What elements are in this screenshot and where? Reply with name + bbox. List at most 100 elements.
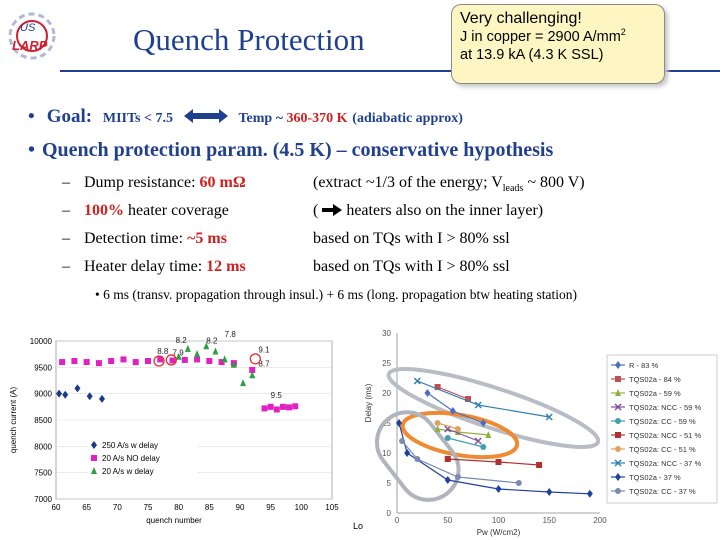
legend-label: 20 A/s w delay bbox=[102, 467, 154, 476]
data-point bbox=[218, 359, 225, 366]
legend-marker bbox=[614, 403, 622, 411]
quench-current-chart: 7000 7500 8000 8500 9000 9500 10000 60 65 70 75 80 8… bbox=[9, 330, 339, 525]
series-line bbox=[401, 440, 519, 484]
sub-item-detection: – Detection time: ~5 ms bbox=[62, 230, 227, 247]
data-point bbox=[449, 407, 456, 415]
sub-note-dump: (extract ~1/3 of the energy; Vleads ~ 80… bbox=[313, 174, 585, 195]
callout-line-3: at 13.9 kA (4.3 K SSL) bbox=[460, 47, 604, 63]
data-point bbox=[132, 359, 139, 366]
legend-label: TQS02a - 84 % bbox=[629, 375, 681, 384]
data-point bbox=[249, 366, 256, 373]
data-point bbox=[249, 371, 256, 379]
x-tick-label: 80 bbox=[174, 503, 183, 512]
y-tick-label: 10 bbox=[382, 449, 391, 458]
goal-bullet: • Goal: MIITs < 7.5 Temp ~ 360-370 K (ad… bbox=[28, 106, 463, 127]
series-line bbox=[437, 422, 459, 430]
legend-label: 250 A/s w delay bbox=[102, 441, 158, 450]
sub-item-dump: – Dump resistance: 60 mΩ bbox=[62, 174, 246, 191]
x-tick-label: 95 bbox=[266, 503, 275, 512]
legend-marker bbox=[615, 488, 621, 494]
data-point bbox=[212, 347, 219, 355]
x-tick-label: 50 bbox=[443, 516, 452, 525]
data-point bbox=[56, 389, 63, 398]
legend-label: TQS02a - 59 % bbox=[629, 389, 681, 398]
legend-label: TQS02a: CC - 59 % bbox=[629, 417, 696, 426]
goal-temp-prefix: Temp ~ bbox=[238, 111, 287, 126]
data-point bbox=[396, 419, 403, 427]
y-axis-label: quench current (A) bbox=[9, 387, 18, 454]
goal-miits: MIITs < 7.5 bbox=[102, 111, 173, 126]
goal-temp-value: 360-370 K bbox=[286, 111, 348, 126]
y-tick-label: 7500 bbox=[34, 469, 52, 478]
legend-label: TQS02a: NCC - 37 % bbox=[629, 459, 701, 468]
sub-item-heater: –100% heater coverage bbox=[62, 202, 229, 219]
us-larp-logo: US LARP bbox=[8, 12, 56, 60]
data-point bbox=[83, 359, 90, 366]
value-annotation: 9.1 bbox=[258, 346, 270, 355]
callout-line-2: J in copper = 2900 A/mm2 bbox=[460, 27, 626, 45]
data-point bbox=[273, 406, 280, 413]
data-point bbox=[480, 419, 487, 427]
page-title: Quench Protection bbox=[133, 22, 365, 57]
y-tick-label: 20 bbox=[382, 389, 391, 398]
data-point bbox=[145, 358, 151, 365]
data-point bbox=[434, 425, 441, 432]
highlight-circle bbox=[249, 353, 261, 365]
data-point bbox=[74, 384, 81, 393]
data-point bbox=[261, 405, 268, 412]
legend-marker bbox=[615, 376, 621, 382]
data-point bbox=[62, 390, 69, 399]
data-point bbox=[194, 356, 201, 363]
x-tick-label: 65 bbox=[82, 503, 91, 512]
data-point bbox=[444, 456, 451, 462]
data-point bbox=[206, 358, 213, 365]
legend-box bbox=[606, 354, 718, 504]
highlight-circle bbox=[165, 354, 177, 366]
delay-vs-power-chart: 0 5 10 15 20 25 30 0 50 100 150 200 Pw (W/cm2) Delay … bbox=[353, 329, 718, 537]
data-point bbox=[175, 352, 182, 360]
data-point bbox=[515, 480, 522, 486]
data-point bbox=[169, 357, 176, 364]
legend-marker bbox=[615, 473, 621, 481]
y-tick-label: 9500 bbox=[34, 363, 52, 372]
value-annotation: 7.8 bbox=[225, 330, 237, 339]
data-point bbox=[465, 396, 472, 402]
y-axis-label: Delay (ms) bbox=[364, 383, 373, 422]
callout-note: Very challenging! J in copper = 2900 A/m… bbox=[451, 4, 665, 84]
value-annotation: 8.2 bbox=[176, 336, 188, 345]
goal-suffix: (adiabatic approx) bbox=[352, 111, 463, 126]
right-arrow-icon bbox=[322, 204, 343, 216]
data-point bbox=[184, 344, 191, 352]
highlight-circle bbox=[153, 355, 165, 367]
series-line bbox=[447, 437, 484, 448]
legend-label: TQS02a - 37 % bbox=[629, 473, 681, 482]
data-point bbox=[495, 485, 502, 493]
highlight-ellipse-gray-2 bbox=[374, 410, 461, 502]
third-level-bullet: • 6 ms (transv. propagation through insu… bbox=[95, 287, 578, 302]
corner-label: Lo bbox=[353, 521, 363, 531]
legend-marker bbox=[615, 418, 621, 424]
data-point bbox=[240, 379, 247, 387]
data-point bbox=[59, 359, 66, 366]
sub-note-detection: based on TQs with I > 80% ssl bbox=[313, 230, 510, 247]
y-tick-label: 25 bbox=[382, 359, 391, 368]
legend-marker bbox=[615, 361, 621, 369]
x-tick-label: 200 bbox=[593, 516, 607, 525]
data-point bbox=[157, 356, 164, 363]
data-point bbox=[95, 360, 102, 367]
data-point bbox=[279, 403, 286, 410]
data-point bbox=[230, 360, 237, 368]
data-point bbox=[71, 358, 78, 365]
value-annotation: 8.8 bbox=[157, 347, 169, 356]
y-tick-label: 30 bbox=[382, 329, 391, 338]
data-point bbox=[444, 476, 451, 484]
data-point bbox=[536, 462, 543, 468]
data-point bbox=[292, 403, 299, 410]
callout-line-1: Very challenging! bbox=[460, 10, 582, 27]
y-tick-label: 9000 bbox=[34, 390, 52, 399]
data-point bbox=[546, 488, 553, 496]
data-point bbox=[203, 342, 210, 350]
data-point bbox=[86, 392, 93, 401]
x-tick-label: 0 bbox=[395, 516, 400, 525]
data-point bbox=[414, 456, 421, 462]
